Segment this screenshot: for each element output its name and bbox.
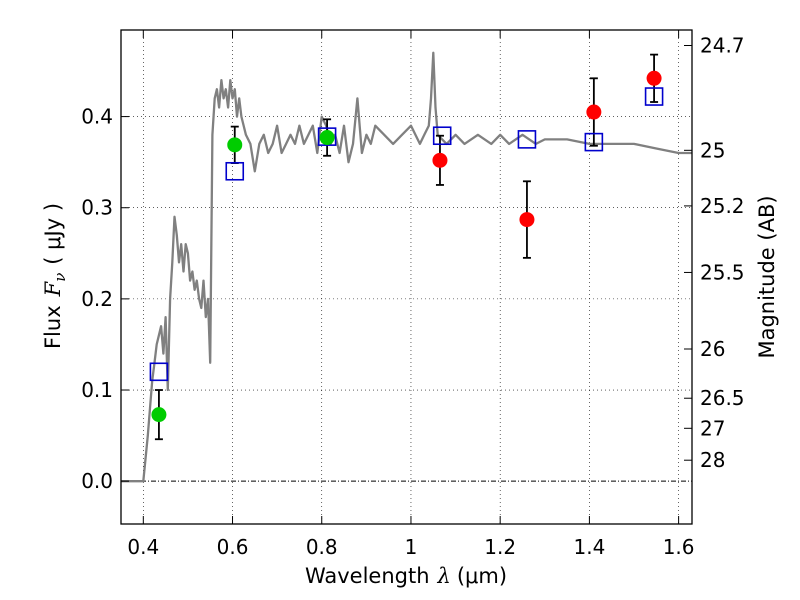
model-flux-square [432,126,452,146]
y-axis-label-unit: ( μJy ) [41,203,65,265]
x-tick-label: 0.8 [306,535,338,559]
x-axis: 0.4 0.6 0.8 1 1.2 1.4 1.6 [127,30,695,559]
y2-axis: 24.7 25 25.2 25.5 26 26.5 27 28 [684,33,745,472]
x-axis-label-symbol: λ [437,564,451,588]
y-tick-label: 0.3 [81,196,113,220]
y2-tick-label: 27 [700,416,725,440]
observed-flux-point [319,130,335,146]
plot-background [121,30,692,524]
model-flux-square [644,87,664,106]
model-flux-square [517,130,537,149]
y2-tick-label: 25 [700,138,725,162]
y2-tick-label: 28 [700,448,725,472]
x-tick-label: 1.4 [573,535,605,559]
model-flux-square [317,127,337,146]
y-axis-label-subscript: ν [51,273,69,282]
y2-tick-label: 25.5 [700,260,745,284]
y-axis-label: Flux Fν ( μJy ) [41,203,69,349]
x-axis-label: Wavelength λ (μm) [305,564,507,588]
x-axis-label-unit: (μm) [457,564,507,588]
y-axis-label-text: Flux [41,305,65,349]
x-tick-label: 0.6 [217,535,249,559]
x-axis-label-text: Wavelength [305,564,430,588]
x-tick-label: 1.6 [663,535,695,559]
model-sed-line [121,51,692,483]
observed-flux-point [151,407,167,423]
model-flux-square [149,362,169,382]
y2-axis-label: Magnitude (AB) [755,195,779,358]
x-tick-label: 0.4 [127,535,159,559]
y-tick-label: 0.4 [81,105,113,129]
x-tick-label: 1.2 [484,535,516,559]
x-tick-label: 1 [405,535,418,559]
model-flux-square [225,161,245,181]
plot-frame [120,29,693,525]
y-tick-label: 0.2 [81,287,113,311]
observed-flux-point [432,152,448,168]
observed-flux-point [586,104,602,120]
y-axis: 0.0 0.1 0.2 0.3 0.4 [81,105,129,493]
series-layer [121,51,692,483]
y2-tick-label: 24.7 [700,33,745,57]
y2-tick-label: 25.2 [700,194,745,218]
y2-tick-label: 26 [700,337,725,361]
observed-flux-point [519,212,535,228]
y-tick-label: 0.1 [81,378,113,402]
observed-flux-point [646,70,662,86]
y2-tick-label: 26.5 [700,386,745,410]
y-axis-label-symbol: F [41,280,65,297]
observed-flux-point [227,137,243,153]
model-flux-square [584,132,604,152]
y-tick-label: 0.0 [81,469,113,493]
